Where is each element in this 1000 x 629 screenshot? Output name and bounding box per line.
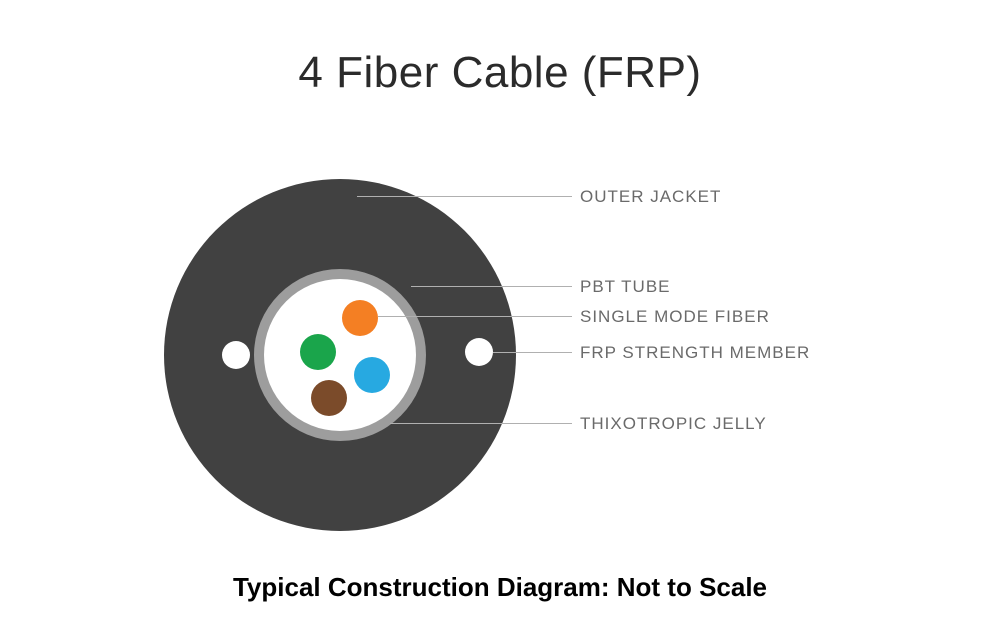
- frp-member-left: [222, 341, 250, 369]
- label-pbt-tube: PBT TUBE: [580, 277, 671, 297]
- fiber-blue: [354, 357, 390, 393]
- diagram-title: 4 Fiber Cable (FRP): [0, 48, 1000, 98]
- fiber-brown: [311, 380, 347, 416]
- fiber-green: [300, 334, 336, 370]
- leader-single-fiber: [378, 316, 572, 317]
- label-outer-jacket: OUTER JACKET: [580, 187, 721, 207]
- leader-outer-jacket: [357, 196, 572, 197]
- label-thix-jelly: THIXOTROPIC JELLY: [580, 414, 767, 434]
- fiber-orange: [342, 300, 378, 336]
- leader-thix-jelly: [390, 423, 572, 424]
- diagram-caption: Typical Construction Diagram: Not to Sca…: [0, 572, 1000, 603]
- label-frp-member: FRP STRENGTH MEMBER: [580, 343, 810, 363]
- frp-member-right: [465, 338, 493, 366]
- leader-frp-member: [493, 352, 572, 353]
- leader-pbt-tube: [411, 286, 572, 287]
- label-single-fiber: SINGLE MODE FIBER: [580, 307, 770, 327]
